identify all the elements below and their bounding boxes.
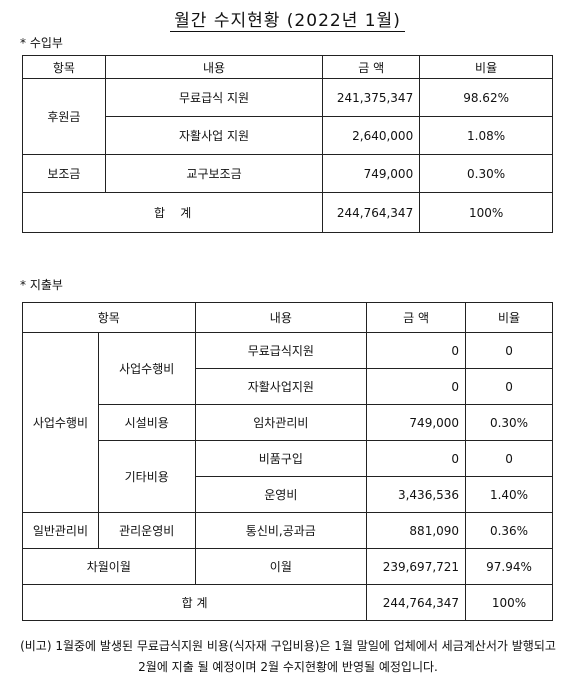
header-cell: 금 액 — [366, 302, 467, 333]
cell: 3,436,536 — [366, 476, 467, 513]
header-cell: 비율 — [465, 302, 553, 333]
cell: 후원금 — [22, 78, 106, 155]
cell: 239,697,721 — [366, 548, 467, 585]
cell: 244,764,347 — [366, 584, 467, 621]
cell: 합 계 — [21, 584, 368, 621]
cell: 0 — [465, 440, 553, 477]
cell: 749,000 — [366, 404, 467, 441]
header-cell: 비율 — [419, 55, 553, 79]
expense-table: 항목 내용 금 액 비율 사업수행비 사업수행비 무료급식지원 0 0 자활사업지원 0 0 시설… — [21, 302, 553, 621]
section-label: * 수입부 — [20, 36, 63, 50]
cell: 합 계 — [21, 192, 324, 233]
cell: 244,764,347 — [322, 192, 421, 233]
cell: 0 — [366, 440, 467, 477]
section-label: * 지출부 — [20, 278, 63, 292]
title: 월간 수지현황 (2022년 1월) — [0, 6, 575, 32]
header-cell: 항목 — [22, 55, 106, 79]
cell: 이월 — [194, 548, 368, 585]
cell: 운영비 — [194, 476, 368, 513]
cell: 0.30% — [419, 154, 553, 193]
header-cell: 내용 — [194, 302, 368, 333]
cell: 0 — [465, 368, 553, 405]
cell: 241,375,347 — [322, 78, 421, 117]
cell: 0 — [465, 332, 553, 369]
cell: 자활사업 지원 — [104, 116, 324, 155]
header-cell: 내용 — [104, 55, 324, 79]
note: (비고) 1월중에 발생된 무료급식지원 비용(식자재 구입비용)은 1월 말일… — [20, 639, 556, 674]
cell: 일반관리비 — [22, 512, 99, 549]
income-table: 항목 내용 금 액 비율 후원금 무료급식 지원 241,375,347 98.62% 자활… — [21, 55, 553, 233]
cell: 881,090 — [366, 512, 467, 549]
cell: 1.40% — [465, 476, 553, 513]
cell: 1.08% — [419, 116, 553, 155]
header-cell: 항목 — [22, 302, 196, 333]
cell: 자활사업지원 — [194, 368, 368, 405]
cell: 749,000 — [322, 154, 421, 193]
cell: 사업수행비 — [22, 332, 99, 513]
cell: 차월이월 — [22, 548, 196, 585]
cell: 100% — [465, 584, 553, 621]
cell: 임차관리비 — [194, 404, 368, 441]
cell: 0.30% — [465, 404, 553, 441]
cell: 0 — [366, 332, 467, 369]
title-text: 월간 수지현황 (2022년 1월) — [170, 11, 405, 32]
cell: 기타비용 — [97, 440, 196, 513]
cell: 97.94% — [465, 548, 553, 585]
cell: 100% — [419, 192, 553, 233]
cell: 무료급식 지원 — [104, 78, 324, 117]
cell: 교구보조금 — [104, 154, 324, 193]
cell: 무료급식지원 — [194, 332, 368, 369]
cell: 통신비,공과금 — [194, 512, 368, 549]
cell: 시설비용 — [97, 404, 196, 441]
cell: 사업수행비 — [97, 332, 196, 405]
header-cell: 금 액 — [322, 55, 421, 79]
cell: 비품구입 — [194, 440, 368, 477]
cell: 0.36% — [465, 512, 553, 549]
cell: 보조금 — [22, 154, 106, 193]
cell: 0 — [366, 368, 467, 405]
cell: 98.62% — [419, 78, 553, 117]
cell: 2,640,000 — [322, 116, 421, 155]
cell: 관리운영비 — [97, 512, 196, 549]
